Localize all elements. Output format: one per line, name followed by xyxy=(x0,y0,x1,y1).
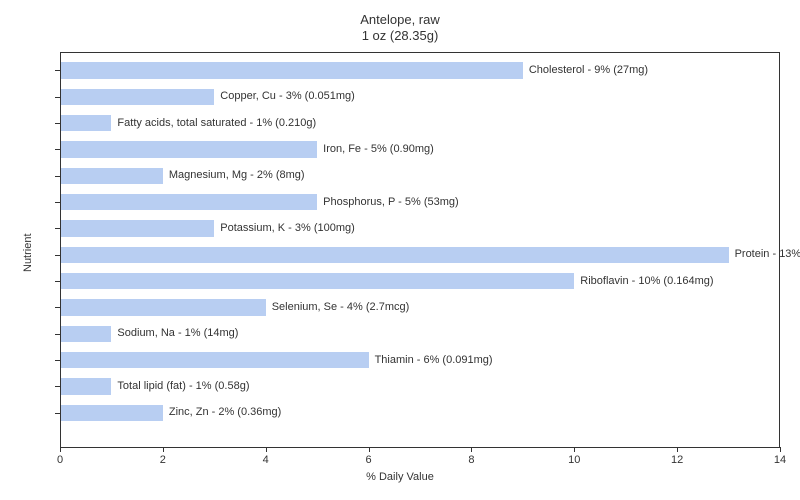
x-tick-label: 14 xyxy=(774,454,786,466)
bar xyxy=(60,352,369,368)
x-axis-line xyxy=(60,447,780,448)
bar xyxy=(60,405,163,421)
bar xyxy=(60,273,574,289)
bar-label: Total lipid (fat) - 1% (0.58g) xyxy=(117,380,249,392)
bar xyxy=(60,220,214,236)
x-tick-label: 10 xyxy=(568,454,580,466)
chart-container: Antelope, raw 1 oz (28.35g) Nutrient % D… xyxy=(0,0,800,500)
x-tick-label: 4 xyxy=(263,454,269,466)
y-axis-label: Nutrient xyxy=(22,233,34,272)
chart-title-line2: 1 oz (28.35g) xyxy=(0,28,800,43)
x-axis-label: % Daily Value xyxy=(0,471,800,483)
bar-label: Selenium, Se - 4% (2.7mcg) xyxy=(272,301,410,313)
x-tick-label: 8 xyxy=(468,454,474,466)
bar-label: Riboflavin - 10% (0.164mg) xyxy=(580,275,713,287)
bar-label: Fatty acids, total saturated - 1% (0.210… xyxy=(117,117,316,129)
x-tick-label: 6 xyxy=(366,454,372,466)
bar xyxy=(60,115,111,131)
bar-label: Phosphorus, P - 5% (53mg) xyxy=(323,196,459,208)
x-tick-mark xyxy=(780,447,781,452)
bar xyxy=(60,194,317,210)
bar-label: Sodium, Na - 1% (14mg) xyxy=(117,327,238,339)
bar xyxy=(60,326,111,342)
chart-title-line1: Antelope, raw xyxy=(0,12,800,27)
x-tick-label: 12 xyxy=(671,454,683,466)
bar-label: Thiamin - 6% (0.091mg) xyxy=(375,354,493,366)
bar-label: Iron, Fe - 5% (0.90mg) xyxy=(323,143,434,155)
bar-label: Magnesium, Mg - 2% (8mg) xyxy=(169,169,305,181)
bar xyxy=(60,378,111,394)
bar xyxy=(60,247,729,263)
bar xyxy=(60,141,317,157)
x-tick-label: 2 xyxy=(160,454,166,466)
x-tick-label: 0 xyxy=(57,454,63,466)
bar-label: Cholesterol - 9% (27mg) xyxy=(529,64,648,76)
bar xyxy=(60,62,523,78)
bar xyxy=(60,168,163,184)
bar-label: Potassium, K - 3% (100mg) xyxy=(220,222,355,234)
bar xyxy=(60,299,266,315)
bar-label: Copper, Cu - 3% (0.051mg) xyxy=(220,90,355,102)
bar xyxy=(60,89,214,105)
y-axis-line xyxy=(60,52,61,447)
bar-label: Protein - 13% (6.34g) xyxy=(735,248,800,260)
bar-label: Zinc, Zn - 2% (0.36mg) xyxy=(169,406,281,418)
